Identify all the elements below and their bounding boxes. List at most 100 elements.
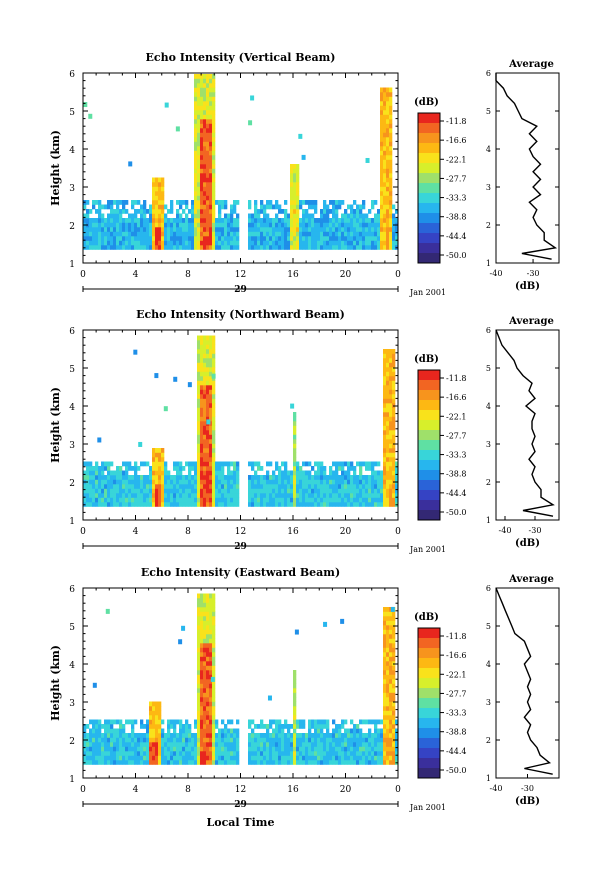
heatmap-cell <box>281 231 285 237</box>
heatmap-cell <box>326 719 330 725</box>
heatmap-cell <box>200 92 204 97</box>
heatmap-cell <box>269 475 273 480</box>
heatmap-cell <box>194 128 198 133</box>
heatmap-cell <box>392 728 396 734</box>
heatmap-cell <box>86 733 90 738</box>
heatmap-cell <box>161 186 165 192</box>
heatmap-cell <box>269 493 273 498</box>
heatmap-cell <box>251 733 255 738</box>
heatmap-cell <box>209 461 213 467</box>
heatmap-cell <box>200 407 204 413</box>
heatmap-cell <box>206 692 210 698</box>
heatmap-cell <box>329 502 333 507</box>
heatmap-cell <box>200 398 204 404</box>
heatmap-cell <box>383 146 387 151</box>
heatmap-cell <box>221 733 225 738</box>
heatmap-cell <box>176 200 180 205</box>
heatmap-cell <box>371 755 375 761</box>
heatmap-cell <box>335 236 339 241</box>
heatmap-cell <box>344 479 348 485</box>
heatmap-cell <box>158 751 162 756</box>
colorbar-swatch <box>418 213 440 224</box>
heatmap-cell <box>248 760 252 765</box>
heatmap-cell <box>212 502 216 507</box>
heatmap-cell <box>206 443 210 449</box>
heatmap-cell <box>308 751 312 756</box>
heatmap-cell <box>134 479 138 485</box>
heatmap-cell <box>149 236 153 241</box>
heatmap-cell <box>293 497 297 503</box>
heatmap-cell <box>320 493 324 498</box>
heatmap-cell <box>335 461 339 467</box>
heatmap-cell <box>191 475 195 480</box>
heatmap-cell <box>254 236 258 241</box>
heatmap-cell <box>365 737 369 743</box>
heatmap-cell <box>386 724 390 729</box>
heatmap-cell <box>212 78 216 84</box>
heatmap-cell <box>389 724 393 729</box>
heatmap-cell <box>386 719 390 725</box>
heatmap-cell <box>308 742 312 747</box>
heatmap-cell <box>152 719 156 725</box>
heatmap-cell <box>200 643 204 648</box>
heatmap-cell <box>89 479 93 485</box>
heatmap-cell <box>209 209 213 214</box>
heatmap-cell <box>137 502 141 507</box>
heatmap-cell <box>329 218 333 223</box>
heatmap-cell <box>155 452 159 458</box>
heatmap-cell <box>383 634 387 639</box>
heatmap-cell <box>158 502 162 507</box>
heatmap-cell <box>386 110 390 115</box>
heatmap-cell <box>209 434 213 440</box>
heatmap-cell <box>152 222 156 228</box>
heatmap-cell <box>305 475 309 480</box>
heatmap-cell <box>281 755 285 761</box>
heatmap-cell <box>146 728 150 734</box>
heatmap-cell <box>275 728 279 734</box>
heatmap-cell <box>278 737 282 743</box>
x-tick-label: 0 <box>395 270 401 280</box>
heatmap-cell <box>209 407 213 413</box>
heatmap-cell <box>200 78 204 84</box>
heatmap-cell <box>149 479 153 485</box>
heatmap-cell <box>267 695 272 701</box>
heatmap-cell <box>263 231 267 237</box>
heatmap-cell <box>344 245 348 250</box>
heatmap-cell <box>230 475 234 480</box>
heatmap-cell <box>185 213 189 219</box>
heatmap-cell <box>293 218 297 223</box>
heatmap-cell <box>233 488 237 494</box>
heatmap-cell <box>338 502 342 507</box>
heatmap-cell <box>194 195 198 201</box>
heatmap-cell <box>185 218 189 223</box>
heatmap-cell <box>203 358 207 363</box>
heatmap-cell <box>272 502 276 507</box>
heatmap-cell <box>317 719 321 725</box>
heatmap-cell <box>230 213 234 219</box>
heatmap-cell <box>338 493 342 498</box>
heatmap-cell <box>296 719 300 725</box>
heatmap-cell <box>200 389 204 395</box>
heatmap-cell <box>293 177 297 183</box>
heatmap-cell <box>236 493 240 498</box>
heatmap-cell <box>320 742 324 747</box>
heatmap-cell <box>293 412 297 417</box>
heatmap-cell <box>206 665 210 671</box>
heatmap-cell <box>296 173 300 178</box>
heatmap-cell <box>137 760 141 765</box>
heatmap-cell <box>278 502 282 507</box>
colorbar-swatch <box>418 233 440 244</box>
heatmap-cell <box>389 656 393 662</box>
heatmap-cell <box>356 236 360 241</box>
heatmap-cell <box>293 755 297 761</box>
heatmap-cell <box>86 218 90 223</box>
heatmap-cell <box>110 733 114 738</box>
heatmap-cell <box>383 706 387 711</box>
heatmap-cell <box>296 204 300 210</box>
heatmap-cell <box>182 488 186 494</box>
heatmap-cell <box>281 728 285 734</box>
heatmap-cell <box>383 173 387 178</box>
heatmap-cell <box>89 466 93 471</box>
heatmap-cell <box>197 385 201 390</box>
heatmap-cell <box>335 470 339 476</box>
